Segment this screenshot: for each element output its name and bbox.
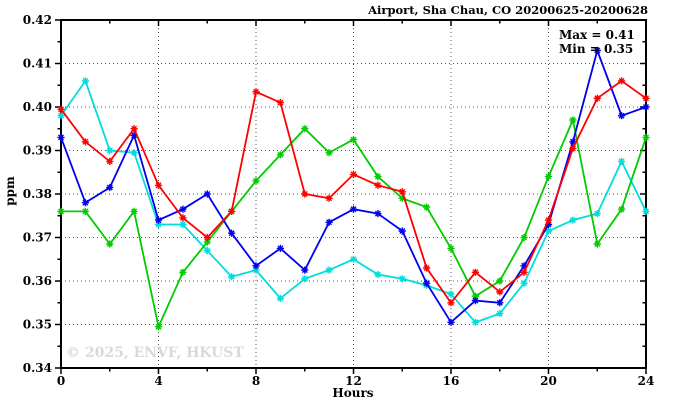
y-axis-label: ppm	[3, 176, 17, 206]
x-tick-label: 16	[443, 374, 460, 388]
chart-title: Airport, Sha Chau, CO 20200625-20200628	[367, 3, 648, 17]
series-red-markers	[57, 77, 650, 307]
data-series	[57, 46, 650, 331]
series-red-line	[60, 79, 647, 305]
series-cyan-markers	[57, 77, 650, 326]
y-tick-label: 0.34	[23, 361, 52, 375]
series-blue-markers	[57, 46, 650, 326]
y-tick-label: 0.38	[23, 187, 52, 201]
x-tick-label: 24	[638, 374, 655, 388]
y-tick-label: 0.39	[23, 144, 52, 158]
y-tick-label: 0.37	[23, 231, 52, 245]
x-tick-label: 8	[252, 374, 260, 388]
series-blue	[57, 46, 650, 326]
y-tick-label: 0.36	[23, 274, 52, 288]
series-red	[57, 77, 650, 307]
series-green-line	[61, 116, 647, 330]
y-tick-label: 0.42	[23, 13, 52, 27]
x-tick-label: 0	[57, 374, 65, 388]
axis-ticks	[55, 19, 647, 374]
x-tick-label: 12	[345, 374, 362, 388]
grid-lines	[61, 20, 646, 368]
y-tick-label: 0.40	[23, 100, 52, 114]
axis-tick-labels: 0 4 8 12 16 20 24 0.34 0.35 0.36 0.37 0.38 0.39 0.40 0…	[23, 13, 655, 388]
series-green-markers	[57, 116, 650, 331]
max-annotation: Max = 0.41	[559, 28, 635, 42]
y-tick-label: 0.35	[23, 318, 52, 332]
x-tick-label: 20	[540, 374, 557, 388]
series-cyan	[57, 77, 650, 326]
y-tick-label: 0.41	[23, 57, 52, 71]
min-annotation: Min = 0.35	[559, 42, 633, 56]
series-green	[57, 116, 650, 331]
series-cyan-line	[60, 78, 647, 324]
watermark: © 2025, ENVF, HKUST	[66, 345, 244, 361]
x-tick-label: 4	[154, 374, 162, 388]
x-axis-label: Hours	[332, 386, 373, 400]
